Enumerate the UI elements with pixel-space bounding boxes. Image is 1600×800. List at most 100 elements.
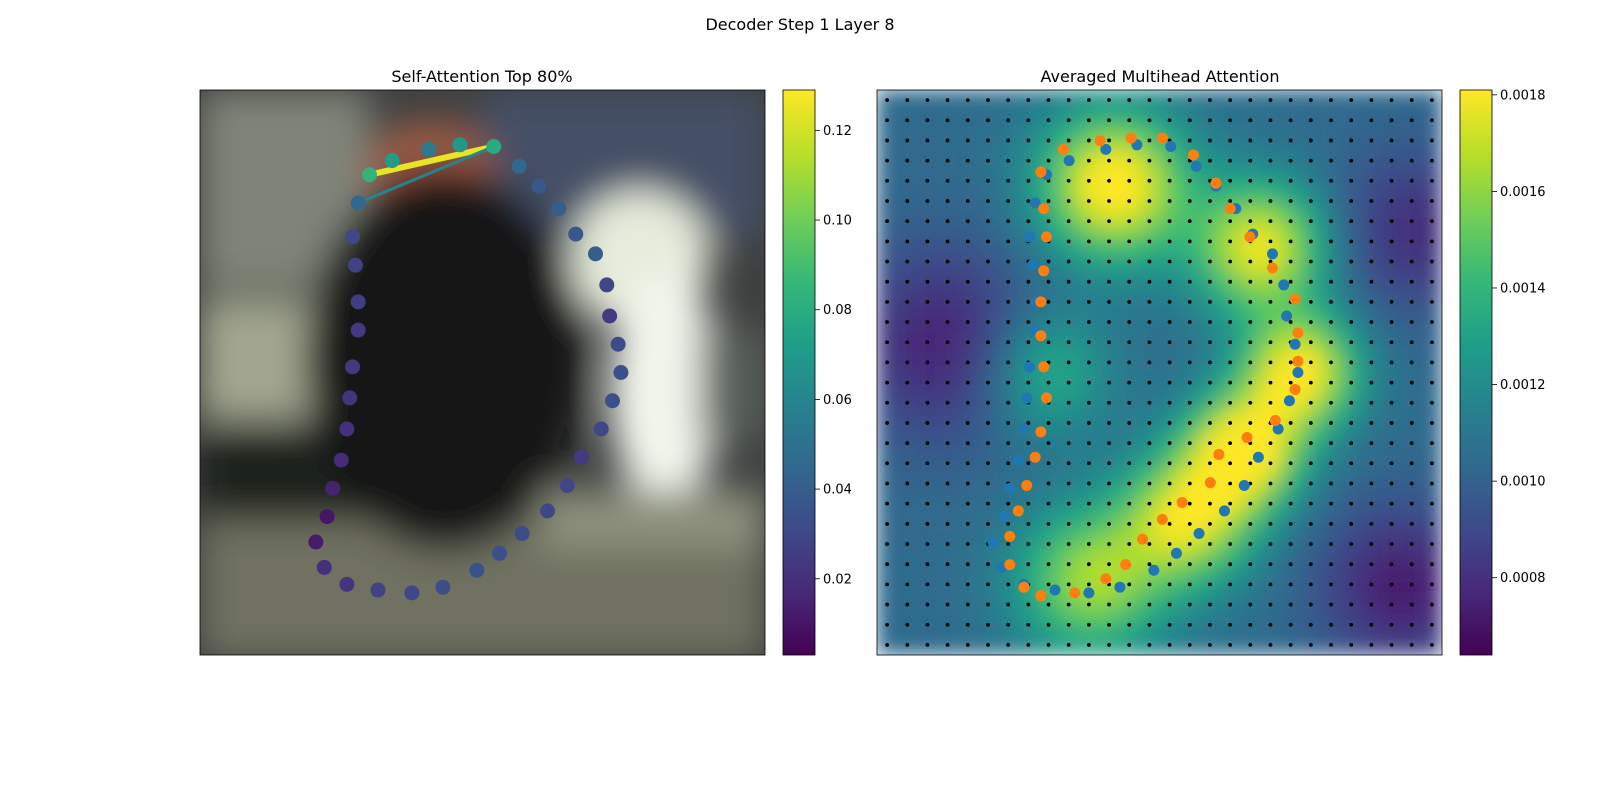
grid-dot xyxy=(885,219,889,224)
grid-dot xyxy=(1187,562,1192,567)
grid-dot xyxy=(1248,118,1253,123)
grid-dot xyxy=(1349,279,1354,284)
blue-series-point xyxy=(1083,587,1095,599)
grid-dot xyxy=(905,178,910,183)
blue-series-point xyxy=(1049,584,1061,596)
grid-dot xyxy=(1389,521,1394,526)
grid-dot xyxy=(1308,501,1313,506)
grid-dot xyxy=(1349,542,1354,546)
orange-series-point xyxy=(1156,513,1168,525)
grid-dot xyxy=(1268,441,1273,446)
grid-dot xyxy=(1288,461,1293,466)
grid-dot xyxy=(1228,199,1233,203)
grid-dot xyxy=(945,380,950,385)
attention-point xyxy=(531,178,547,194)
grid-dot xyxy=(1268,481,1273,486)
grid-dot xyxy=(1147,380,1152,385)
orange-series-point xyxy=(1069,587,1081,599)
colorbar-tick-label: 0.12 xyxy=(823,124,852,139)
orange-series-point xyxy=(1012,505,1024,517)
grid-dot xyxy=(1187,421,1192,425)
grid-dot xyxy=(1187,259,1192,264)
grid-dot xyxy=(1329,158,1333,163)
grid-dot xyxy=(925,98,930,102)
grid-dot xyxy=(1066,521,1071,526)
grid-dot xyxy=(1430,521,1434,526)
grid-dot xyxy=(1228,279,1233,284)
left-attention-points xyxy=(308,137,629,601)
grid-dot xyxy=(986,138,990,143)
grid-dot xyxy=(1147,259,1152,264)
grid-dot xyxy=(905,461,910,466)
grid-dot xyxy=(1308,360,1313,365)
grid-dot xyxy=(1026,380,1031,385)
grid-dot xyxy=(1066,542,1071,546)
grid-dot xyxy=(1006,400,1011,405)
grid-dot xyxy=(965,582,970,587)
grid-dot xyxy=(1369,582,1374,587)
grid-dot xyxy=(1228,400,1233,405)
grid-dot xyxy=(1329,199,1333,203)
grid-dot xyxy=(1288,239,1293,244)
grid-dot xyxy=(1127,643,1132,647)
grid-dot xyxy=(1026,421,1031,425)
grid-dot xyxy=(1369,320,1374,324)
grid-dot xyxy=(1288,501,1293,506)
grid-dot xyxy=(1369,98,1374,102)
attention-point xyxy=(339,576,355,592)
grid-dot xyxy=(1187,360,1192,365)
grid-dot xyxy=(1208,219,1212,224)
grid-dot xyxy=(1369,360,1374,365)
attention-point xyxy=(333,452,349,468)
grid-dot xyxy=(885,602,889,607)
grid-dot xyxy=(965,178,970,183)
grid-dot xyxy=(1228,521,1233,526)
grid-dot xyxy=(1308,320,1313,324)
grid-dot xyxy=(1187,340,1192,345)
grid-dot xyxy=(1066,400,1071,405)
attention-point xyxy=(511,158,527,174)
grid-dot xyxy=(1066,501,1071,506)
grid-dot xyxy=(965,279,970,284)
grid-dot xyxy=(1147,279,1152,284)
grid-dot xyxy=(1349,320,1354,324)
grid-dot xyxy=(1147,178,1152,183)
grid-dot xyxy=(1288,602,1293,607)
grid-dot xyxy=(925,582,930,587)
grid-dot xyxy=(1006,219,1011,224)
grid-dot xyxy=(986,178,990,183)
grid-dot xyxy=(1046,562,1051,567)
grid-dot xyxy=(885,562,889,567)
grid-dot xyxy=(1187,380,1192,385)
grid-dot xyxy=(1006,199,1011,203)
grid-dot xyxy=(1107,602,1111,607)
colorbar-tick-label: 0.0008 xyxy=(1500,571,1546,586)
grid-dot xyxy=(1046,158,1051,163)
grid-dot xyxy=(1187,461,1192,466)
orange-series-point xyxy=(1187,149,1199,161)
grid-dot xyxy=(1308,380,1313,385)
grid-dot xyxy=(965,501,970,506)
grid-dot xyxy=(905,239,910,244)
blue-series-point xyxy=(1281,310,1293,322)
attention-point xyxy=(421,141,437,157)
grid-dot xyxy=(945,461,950,466)
grid-dot xyxy=(1268,98,1273,102)
grid-dot xyxy=(1208,138,1212,143)
grid-dot xyxy=(1167,118,1172,123)
attention-point xyxy=(345,229,361,245)
attention-point xyxy=(469,562,485,578)
grid-dot xyxy=(1167,239,1172,244)
grid-dot xyxy=(945,562,950,567)
grid-dot xyxy=(1389,380,1394,385)
grid-dot xyxy=(925,400,930,405)
grid-dot xyxy=(1127,279,1132,284)
grid-dot xyxy=(905,340,910,345)
grid-dot xyxy=(965,199,970,203)
grid-dot xyxy=(1268,380,1273,385)
grid-dot xyxy=(925,299,930,304)
grid-dot xyxy=(1369,239,1374,244)
grid-dot xyxy=(1389,643,1394,647)
grid-dot xyxy=(1086,158,1091,163)
grid-dot xyxy=(1308,340,1313,345)
